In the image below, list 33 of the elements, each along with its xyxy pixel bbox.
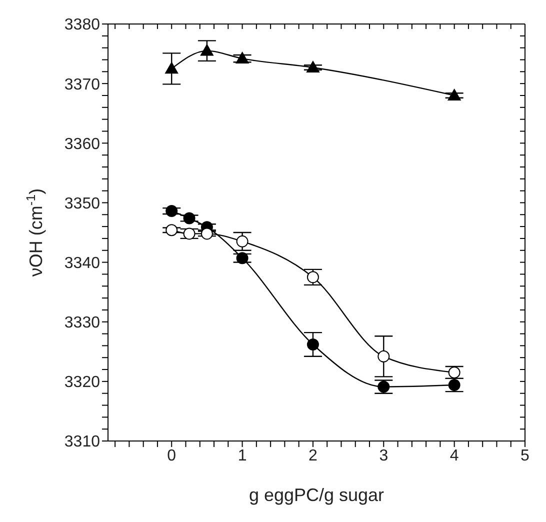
point bbox=[200, 44, 214, 56]
point bbox=[183, 212, 196, 224]
x-tick-label: 4 bbox=[450, 447, 459, 464]
point bbox=[166, 205, 178, 218]
point bbox=[165, 62, 178, 74]
point bbox=[378, 380, 390, 393]
y-tick-label: 3320 bbox=[64, 374, 100, 392]
x-tick-label: 0 bbox=[167, 447, 176, 464]
point bbox=[200, 228, 213, 240]
y-tick-label: 3330 bbox=[64, 314, 100, 332]
x-tick-label: 3 bbox=[379, 447, 388, 464]
y-tick-label: 3340 bbox=[64, 254, 100, 272]
point bbox=[306, 60, 320, 72]
y-tick-label: 3310 bbox=[64, 434, 100, 451]
y-tick-label: 3360 bbox=[64, 136, 100, 153]
x-axis-title: g eggPC/g sugar bbox=[248, 485, 384, 505]
point bbox=[236, 52, 249, 64]
point bbox=[448, 379, 460, 392]
point bbox=[448, 366, 460, 378]
point bbox=[448, 88, 461, 100]
y-tick-label: 3380 bbox=[64, 16, 100, 34]
x-tick-label: 2 bbox=[308, 447, 318, 464]
x-tick-label: 5 bbox=[520, 447, 530, 464]
point bbox=[236, 235, 248, 248]
y-tick-label: 3370 bbox=[64, 76, 100, 94]
point bbox=[183, 228, 196, 240]
y-tick-label: 3350 bbox=[64, 195, 100, 212]
point bbox=[306, 271, 319, 284]
point bbox=[306, 338, 319, 350]
point bbox=[166, 224, 178, 236]
x-tick-label: 1 bbox=[238, 447, 247, 464]
point bbox=[378, 350, 390, 362]
point bbox=[236, 252, 248, 264]
